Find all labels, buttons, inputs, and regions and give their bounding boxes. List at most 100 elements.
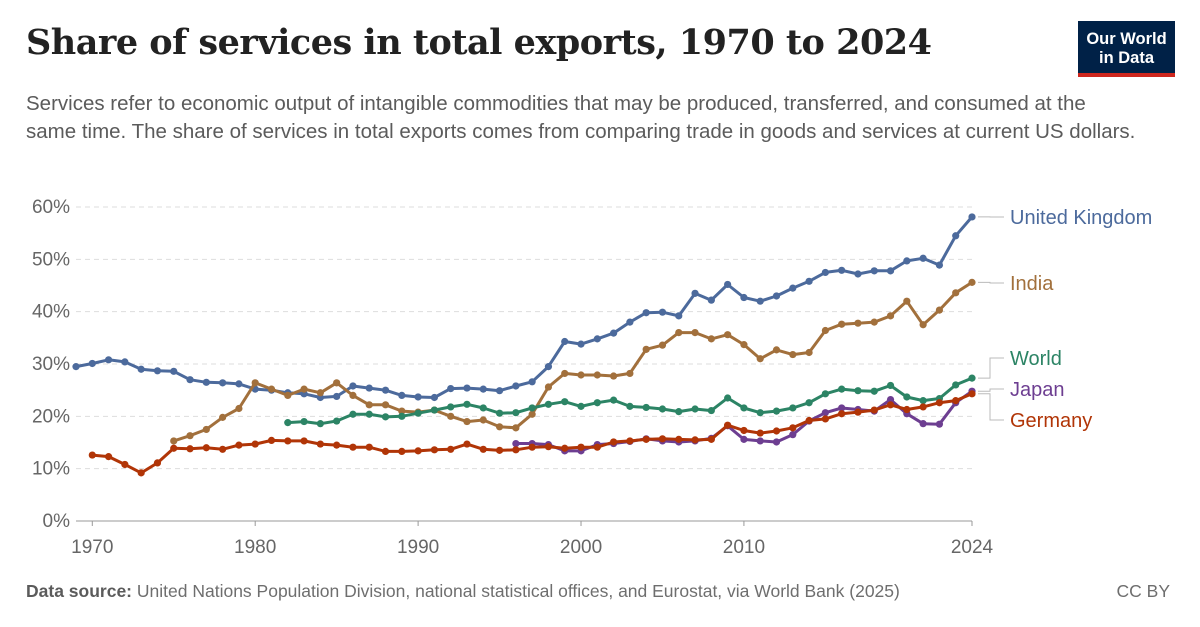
data-point-germany <box>642 435 650 443</box>
data-point-india <box>349 391 357 399</box>
x-tick-label: 2000 <box>560 537 602 558</box>
data-point-germany <box>219 445 227 453</box>
data-point-world <box>821 390 829 398</box>
license-link[interactable]: CC BY <box>1116 581 1170 601</box>
data-point-world <box>381 413 390 421</box>
data-point-united-kingdom <box>414 393 422 401</box>
data-point-world <box>414 409 422 417</box>
data-point-germany <box>479 445 487 453</box>
data-point-india <box>365 401 373 409</box>
data-point-germany <box>626 437 634 445</box>
data-point-india <box>610 372 618 380</box>
data-point-germany <box>333 441 341 449</box>
data-point-india <box>642 345 650 353</box>
y-tick-label: 10% <box>32 459 70 480</box>
data-point-japan <box>919 420 927 428</box>
data-point-germany <box>821 415 829 423</box>
data-point-germany <box>121 460 129 469</box>
data-point-united-kingdom <box>121 358 129 366</box>
data-point-united-kingdom <box>381 386 390 394</box>
series-label-germany[interactable]: Germany <box>1010 410 1092 432</box>
data-point-world <box>349 410 357 418</box>
x-tick-label: 1980 <box>234 537 276 558</box>
series-label-japan[interactable]: Japan <box>1010 379 1065 401</box>
data-point-germany <box>88 451 96 459</box>
data-point-india <box>300 385 308 393</box>
data-point-united-kingdom <box>170 367 178 375</box>
owid-logo[interactable]: Our World in Data <box>1078 21 1175 77</box>
label-connector-world <box>978 357 1004 379</box>
data-point-india <box>903 297 911 305</box>
data-point-united-kingdom <box>756 297 764 305</box>
data-point-world <box>463 400 471 408</box>
data-point-germany <box>430 446 438 454</box>
data-point-germany <box>349 443 357 451</box>
data-point-world <box>626 402 634 410</box>
series-label-world[interactable]: World <box>1010 348 1062 370</box>
data-source-text[interactable]: United Nations Population Division, nati… <box>136 581 900 601</box>
data-point-world <box>740 404 748 412</box>
data-point-india <box>267 385 276 393</box>
data-point-world <box>854 387 862 395</box>
data-point-world <box>512 409 520 417</box>
data-point-india <box>626 369 634 378</box>
data-point-germany <box>381 447 390 455</box>
data-point-germany <box>284 437 292 445</box>
y-tick-label: 40% <box>32 302 70 323</box>
data-point-germany <box>968 390 976 398</box>
data-point-world <box>316 420 324 428</box>
data-point-united-kingdom <box>577 340 585 348</box>
data-point-germany <box>528 443 536 451</box>
data-point-united-kingdom <box>772 292 781 300</box>
series-label-united-kingdom[interactable]: United Kingdom <box>1010 207 1152 229</box>
data-point-germany <box>495 446 504 454</box>
data-point-japan <box>886 395 895 404</box>
data-point-india <box>886 312 895 320</box>
data-point-japan <box>772 438 781 446</box>
x-tick-label: 2024 <box>951 537 994 558</box>
logo-line-2: in Data <box>1098 49 1154 67</box>
data-point-germany <box>463 440 471 448</box>
label-connector-japan <box>978 388 1004 392</box>
data-point-united-kingdom <box>724 280 732 289</box>
series-label-india[interactable]: India <box>1010 273 1054 295</box>
data-point-world <box>789 404 797 412</box>
data-point-world <box>724 394 732 402</box>
data-point-germany <box>610 438 618 446</box>
data-point-united-kingdom <box>528 378 536 386</box>
data-point-india <box>724 331 732 339</box>
data-point-germany <box>838 410 846 418</box>
data-point-united-kingdom <box>805 277 813 285</box>
data-point-united-kingdom <box>593 335 601 343</box>
data-point-india <box>789 350 797 359</box>
data-point-united-kingdom <box>903 257 911 265</box>
data-point-germany <box>724 421 732 429</box>
data-point-germany <box>512 446 520 454</box>
data-point-germany <box>251 440 259 448</box>
data-point-world <box>886 381 895 390</box>
data-point-world <box>707 406 715 415</box>
data-point-united-kingdom <box>789 284 797 292</box>
data-point-united-kingdom <box>952 232 960 240</box>
data-point-india <box>544 383 553 391</box>
data-point-india <box>772 346 781 354</box>
data-point-india <box>805 348 813 357</box>
y-tick-label: 20% <box>32 406 70 427</box>
data-point-germany <box>903 405 911 414</box>
data-point-india <box>675 329 683 337</box>
data-point-japan <box>740 435 748 443</box>
data-point-india <box>284 391 292 399</box>
data-point-united-kingdom <box>219 379 227 387</box>
data-point-world <box>805 399 813 407</box>
data-point-united-kingdom <box>349 382 357 390</box>
label-connector-germany <box>978 393 1004 421</box>
chart-title: Share of services in total exports, 1970… <box>26 22 932 63</box>
data-point-world <box>495 409 504 417</box>
data-point-india <box>186 432 194 440</box>
data-point-germany <box>365 443 373 451</box>
data-point-united-kingdom <box>479 385 487 393</box>
data-point-world <box>365 410 373 418</box>
data-point-india <box>170 437 178 445</box>
data-point-world <box>642 403 650 412</box>
data-point-world <box>544 400 553 408</box>
